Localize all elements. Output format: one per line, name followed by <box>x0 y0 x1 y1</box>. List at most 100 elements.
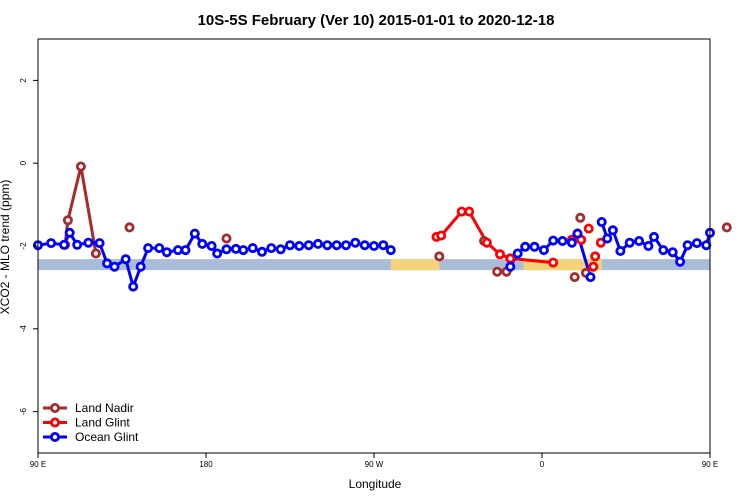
ocean-glint-point <box>189 228 200 239</box>
ocean-glint-point <box>585 272 596 283</box>
ocean-glint-point <box>238 245 249 256</box>
ocean-glint-point <box>649 231 660 242</box>
ocean-glint-point <box>667 247 678 258</box>
land-glint-point <box>590 251 601 262</box>
legend-item-land-glint: Land Glint <box>43 416 130 430</box>
land-nadir-point <box>569 272 580 283</box>
ocean-glint-point <box>701 240 712 251</box>
x-tick-label: 90 E <box>30 460 46 469</box>
ocean-band <box>38 259 710 271</box>
land-nadir-point <box>62 215 73 226</box>
surface-band <box>38 259 710 271</box>
ocean-glint-point <box>284 240 295 251</box>
land-glint-point <box>494 249 505 260</box>
ocean-glint-point <box>154 243 165 254</box>
ocean-glint-point <box>691 238 702 249</box>
x-tick-label: 0 <box>540 460 545 469</box>
ocean-glint-point <box>505 261 516 272</box>
land-glint-point <box>588 261 599 272</box>
ocean-glint-point <box>378 240 389 251</box>
land-glint-point <box>481 237 492 248</box>
ocean-glint-point <box>340 240 351 251</box>
ocean-glint-point <box>331 240 342 251</box>
ocean-glint-point <box>135 261 146 272</box>
y-axis: 2 0 -2 -4 -6 <box>19 78 38 415</box>
ocean-glint-point <box>294 240 305 251</box>
legend-label: Ocean Glint <box>75 430 139 444</box>
ocean-glint-point <box>303 240 314 251</box>
x-tick-label: 180 <box>199 460 213 469</box>
legend-swatch-marker <box>50 431 61 442</box>
ocean-glint-point <box>624 237 635 248</box>
ocean-glint-point <box>46 238 57 249</box>
legend-label: Land Nadir <box>75 401 134 415</box>
ocean-glint-point <box>128 281 139 292</box>
ocean-glint-point <box>143 243 154 254</box>
ocean-glint-point <box>566 237 577 248</box>
land-glint-point <box>583 223 594 234</box>
ocean-glint-point <box>643 240 654 251</box>
ocean-glint-point <box>197 238 208 249</box>
ocean-glint-point <box>59 239 70 250</box>
ocean-glint-point <box>602 233 613 244</box>
ocean-glint-point <box>161 247 172 258</box>
ocean-glint-point <box>385 245 396 256</box>
land-glint-point <box>436 230 447 241</box>
y-tick-label: 0 <box>19 160 28 165</box>
ocean-glint-point <box>266 243 277 254</box>
ocean-glint-point <box>615 245 626 256</box>
chart-title: 10S-5S February (Ver 10) 2015-01-01 to 2… <box>198 12 555 29</box>
y-axis-label: XCO2 - MLO trend (ppm) <box>0 180 12 315</box>
x-tick-label: 90 E <box>702 460 718 469</box>
ocean-glint-point <box>682 240 693 251</box>
ocean-glint-point <box>322 240 333 251</box>
ocean-glint-point <box>212 248 223 259</box>
ocean-glint-point <box>596 216 607 227</box>
ocean-glint-point <box>350 237 361 248</box>
ocean-glint-point <box>634 235 645 246</box>
ocean-glint-point <box>120 254 131 265</box>
ocean-glint-point <box>658 245 669 256</box>
legend-item-ocean-glint: Ocean Glint <box>43 430 139 444</box>
land-nadir-point <box>124 222 135 233</box>
ocean-glint-point <box>359 240 370 251</box>
ocean-glint-point <box>64 227 75 238</box>
land-band <box>523 259 602 271</box>
y-tick-label: -4 <box>19 325 28 333</box>
land-nadir-point <box>75 161 86 172</box>
x-axis: 90 E 180 90 W 0 90 E <box>30 453 718 469</box>
ocean-glint-point <box>607 225 618 236</box>
ocean-glint-point <box>529 241 540 252</box>
ocean-glint-point <box>538 245 549 256</box>
land-nadir-point <box>434 251 445 262</box>
x-axis-label: Longitude <box>349 477 402 491</box>
ocean-glint-point <box>109 261 120 272</box>
land-nadir-point <box>721 222 732 233</box>
ocean-glint-point <box>520 241 531 252</box>
land-glint-point <box>548 257 559 268</box>
ocean-glint-point <box>206 240 217 251</box>
ocean-glint-point <box>83 237 94 248</box>
land-nadir-point <box>492 266 503 277</box>
ocean-glint-point <box>94 238 105 249</box>
ocean-glint-point <box>275 244 286 255</box>
ocean-glint-point <box>256 246 267 257</box>
ocean-glint-point <box>548 235 559 246</box>
legend-swatch-marker <box>50 402 61 413</box>
land-glint-point <box>595 237 606 248</box>
land-nadir-point <box>90 248 101 259</box>
land-nadir-point <box>221 233 232 244</box>
land-nadir-point <box>575 212 586 223</box>
legend-label: Land Glint <box>75 416 130 430</box>
ocean-glint-point <box>72 239 83 250</box>
legend-item-land-nadir: Land Nadir <box>43 401 134 415</box>
y-tick-label: -6 <box>19 407 28 415</box>
ocean-glint-point <box>312 238 323 249</box>
y-tick-label: 2 <box>19 78 28 83</box>
series-points <box>33 161 732 292</box>
land-glint-point <box>464 206 475 217</box>
x-tick-label: 90 W <box>365 460 384 469</box>
ocean-glint-point <box>247 243 258 254</box>
